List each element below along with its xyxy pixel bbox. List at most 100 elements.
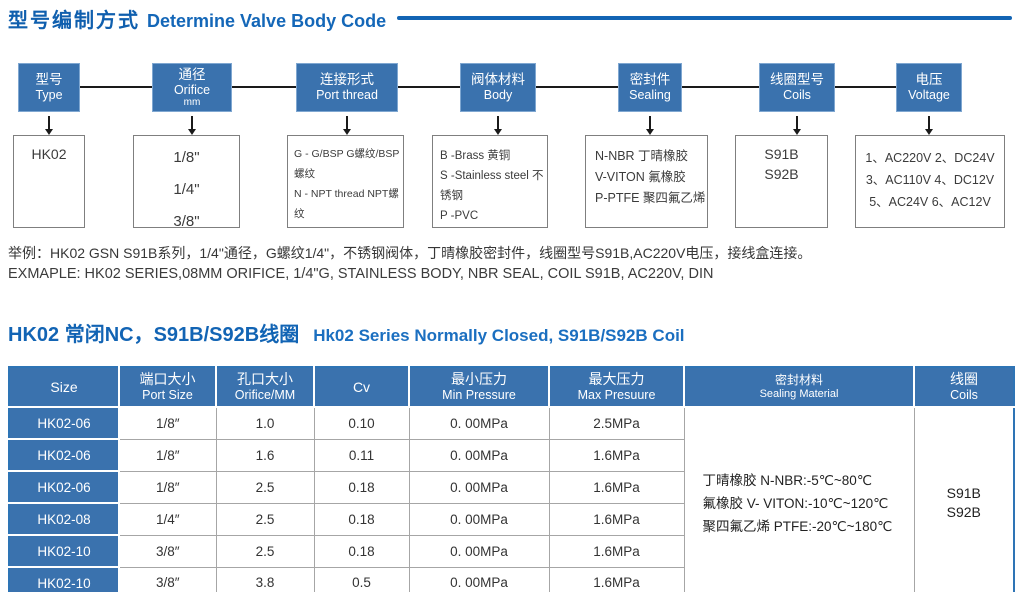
detail-line: 3、AC110V 4、DC12V (865, 173, 995, 187)
table-header-row: Size 端口大小 Port Size 孔口大小 Orifice/MM Cv 最… (8, 366, 1015, 408)
sealing-line: 丁晴橡胶 N-NBR:-5℃~80℃ (702, 472, 872, 488)
table-row: HK02-06 1/8″ 1.6 0.11 0. 00MPa 1.6MPa (8, 438, 1014, 472)
cell-size: HK02-06 (8, 406, 120, 440)
cell-max-pressure: 1.6MPa (548, 566, 685, 592)
cell-orifice: 1.6 (215, 438, 315, 472)
node-label-en: Voltage (908, 88, 950, 102)
flow-node-type: 型号 Type (18, 63, 80, 112)
col-header-coils: 线圈 Coils (913, 366, 1015, 408)
node-label-zh: 通径 (178, 67, 206, 82)
header-label-en: Max Presuure (577, 388, 656, 402)
node-label-en: Type (35, 88, 63, 102)
col-header-cv: Cv (313, 366, 410, 408)
detail-line: S92B (764, 166, 799, 182)
detail-box-body: B -Brass 黄铜 S -Stainless steel 不锈钢 P -PV… (432, 135, 548, 228)
col-header-size: Size (8, 366, 120, 408)
example-line-en: EXMAPLE: HK02 SERIES,08MM ORIFICE, 1/4"G… (8, 266, 714, 282)
connector-line (80, 86, 152, 88)
detail-box-sealing: N-NBR 丁晴橡胶 V-VITON 氟橡胶 P-PTFE 聚四氟乙烯 (585, 135, 708, 228)
detail-box-orifice: 1/8" 1/4" 3/8" (133, 135, 240, 230)
down-arrow-icon (45, 116, 52, 135)
col-header-port-size: 端口大小 Port Size (118, 366, 217, 408)
detail-line: 5、AC24V 6、AC12V (869, 195, 991, 209)
page-title: 型号编制方式 Determine Valve Body Code (8, 4, 386, 33)
cell-size: HK02-10 (8, 566, 120, 592)
detail-line: S91B (764, 146, 799, 162)
flow-node-port-thread: 连接形式 Port thread (296, 63, 398, 112)
down-arrow-icon (188, 116, 195, 135)
detail-line: N - NPT thread NPT螺纹 (294, 188, 399, 220)
node-label-en: Coils (783, 88, 811, 102)
detail-line: HK02 (31, 146, 67, 162)
cell-max-pressure: 2.5MPa (548, 406, 685, 440)
cell-min-pressure: 0. 00MPa (408, 566, 550, 592)
cell-min-pressure: 0. 00MPa (408, 406, 550, 440)
cell-cv: 0.18 (313, 502, 410, 536)
connector-line (536, 86, 618, 88)
cell-size: HK02-06 (8, 438, 120, 472)
section-title-en: Hk02 Series Normally Closed, S91B/S92B C… (313, 326, 685, 345)
detail-line: G - G/BSP G螺纹/BSP螺纹 (294, 148, 400, 180)
col-header-orifice: 孔口大小 Orifice/MM (215, 366, 315, 408)
coils-line: S92B (946, 504, 981, 521)
detail-line: 1、AC220V 2、DC24V (865, 151, 995, 165)
cell-port: 3/8″ (118, 534, 217, 568)
detail-box-type: HK02 (13, 135, 85, 228)
detail-line: V-VITON 氟橡胶 (595, 170, 686, 184)
header-label-en: Orifice/MM (234, 388, 296, 402)
detail-line: 3/8" (173, 213, 200, 230)
detail-box-port-thread: G - G/BSP G螺纹/BSP螺纹 N - NPT thread NPT螺纹 (287, 135, 404, 228)
cell-max-pressure: 1.6MPa (548, 502, 685, 536)
node-label-zh: 线圈型号 (770, 72, 824, 87)
col-header-sealing-material: 密封材料 Sealing Material (683, 366, 915, 408)
cell-port: 1/8″ (118, 406, 217, 440)
spec-table: Size 端口大小 Port Size 孔口大小 Orifice/MM Cv 最… (8, 366, 1015, 592)
page-title-zh: 型号编制方式 (8, 10, 140, 32)
flow-node-voltage: 电压 Voltage (896, 63, 962, 112)
col-header-max-pressure: 最大压力 Max Presuure (548, 366, 685, 408)
table-row: HK02-10 3/8″ 3.8 0.5 0. 00MPa 1.6MPa (8, 566, 1014, 592)
header-label-zh: 密封材料 (774, 373, 823, 387)
connector-line (232, 86, 296, 88)
cell-orifice: 1.0 (215, 406, 315, 440)
table-row: HK02-10 3/8″ 2.5 0.18 0. 00MPa 1.6MPa (8, 534, 1014, 568)
table-row: HK02-06 1/8″ 1.0 0.10 0. 00MPa 2.5MPa 丁晴… (8, 406, 1015, 592)
header-label-en: Min Pressure (442, 388, 516, 402)
cell-sealing-material: 丁晴橡胶 N-NBR:-5℃~80℃ 氟橡胶 V- VITON:-10℃~120… (683, 406, 915, 592)
node-label-zh: 密封件 (629, 72, 671, 87)
cell-min-pressure: 0. 00MPa (408, 470, 550, 504)
page-title-en: Determine Valve Body Code (147, 11, 387, 31)
cell-cv: 0.5 (313, 566, 410, 592)
cell-orifice: 2.5 (215, 502, 315, 536)
flow-node-body: 阀体材料 Body (460, 63, 536, 112)
flow-node-sealing: 密封件 Sealing (618, 63, 682, 112)
example-line-zh: 举例：HK02 GSN S91B系列，1/4"通径，G螺纹1/4"，不锈钢阀体，… (8, 245, 812, 261)
node-label-en: Orifice (173, 83, 211, 97)
header-label-en: Sealing Material (759, 388, 839, 400)
cell-max-pressure: 1.6MPa (548, 438, 685, 472)
cell-size: HK02-06 (8, 470, 120, 504)
section-title-zh: HK02 常闭NC，S91B/S92B线圈 (8, 324, 300, 346)
cell-max-pressure: 1.6MPa (548, 534, 685, 568)
col-header-min-pressure: 最小压力 Min Pressure (408, 366, 550, 408)
header-label-zh: 最大压力 (588, 371, 645, 387)
flow-node-coils: 线圈型号 Coils (759, 63, 835, 112)
header-label-en: Coils (950, 388, 978, 402)
sealing-line: 聚四氟乙烯 PTFE:-20℃~180℃ (702, 518, 893, 534)
node-label-zh: 电压 (915, 72, 943, 87)
detail-box-voltage: 1、AC220V 2、DC24V 3、AC110V 4、DC12V 5、AC24… (855, 135, 1005, 228)
cell-min-pressure: 0. 00MPa (408, 438, 550, 472)
detail-line: 1/8" (173, 149, 200, 166)
cell-port: 1/8″ (118, 438, 217, 472)
node-label-sub: mm (183, 97, 201, 108)
cell-coils: S91B S92B (913, 406, 1015, 592)
down-arrow-icon (494, 116, 501, 135)
coils-line: S91B (946, 485, 981, 502)
cell-orifice: 3.8 (215, 566, 315, 592)
connector-line (835, 86, 896, 88)
cell-min-pressure: 0. 00MPa (408, 502, 550, 536)
down-arrow-icon (646, 116, 653, 135)
cell-max-pressure: 1.6MPa (548, 470, 685, 504)
down-arrow-icon (925, 116, 932, 135)
